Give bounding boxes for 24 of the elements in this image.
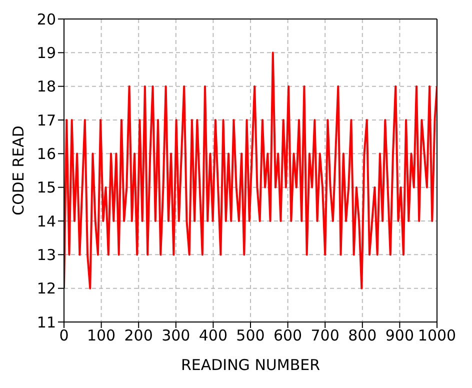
y-tick-label: 20 — [36, 10, 56, 28]
x-tick-label: 500 — [236, 326, 265, 345]
x-tick-label: 0 — [59, 326, 69, 345]
y-tick-label: 17 — [36, 111, 56, 130]
y-axis-title: CODE READ — [9, 126, 28, 216]
y-tick-label: 16 — [36, 144, 56, 163]
x-axis-title: READING NUMBER — [180, 356, 320, 374]
x-tick-label: 100 — [86, 326, 116, 345]
x-tick-label: 600 — [273, 326, 302, 345]
y-tick-label: 15 — [36, 178, 56, 197]
x-tick-label: 400 — [198, 326, 228, 345]
x-tick-label: 1000 — [418, 326, 456, 345]
y-tick-label: 13 — [36, 246, 56, 264]
line-series — [64, 52, 437, 290]
y-tick-label: 14 — [36, 212, 56, 230]
x-tick-label: 700 — [310, 326, 340, 345]
x-tick-label: 300 — [162, 326, 190, 345]
y-tick-label: 11 — [36, 313, 56, 332]
y-tick-label: 12 — [36, 280, 56, 298]
y-tick-label: 19 — [36, 44, 56, 62]
x-tick-label: 200 — [124, 326, 153, 345]
x-tick-label: 800 — [348, 326, 377, 345]
x-tick-label: 900 — [385, 326, 414, 345]
y-tick-label: 18 — [36, 78, 56, 96]
